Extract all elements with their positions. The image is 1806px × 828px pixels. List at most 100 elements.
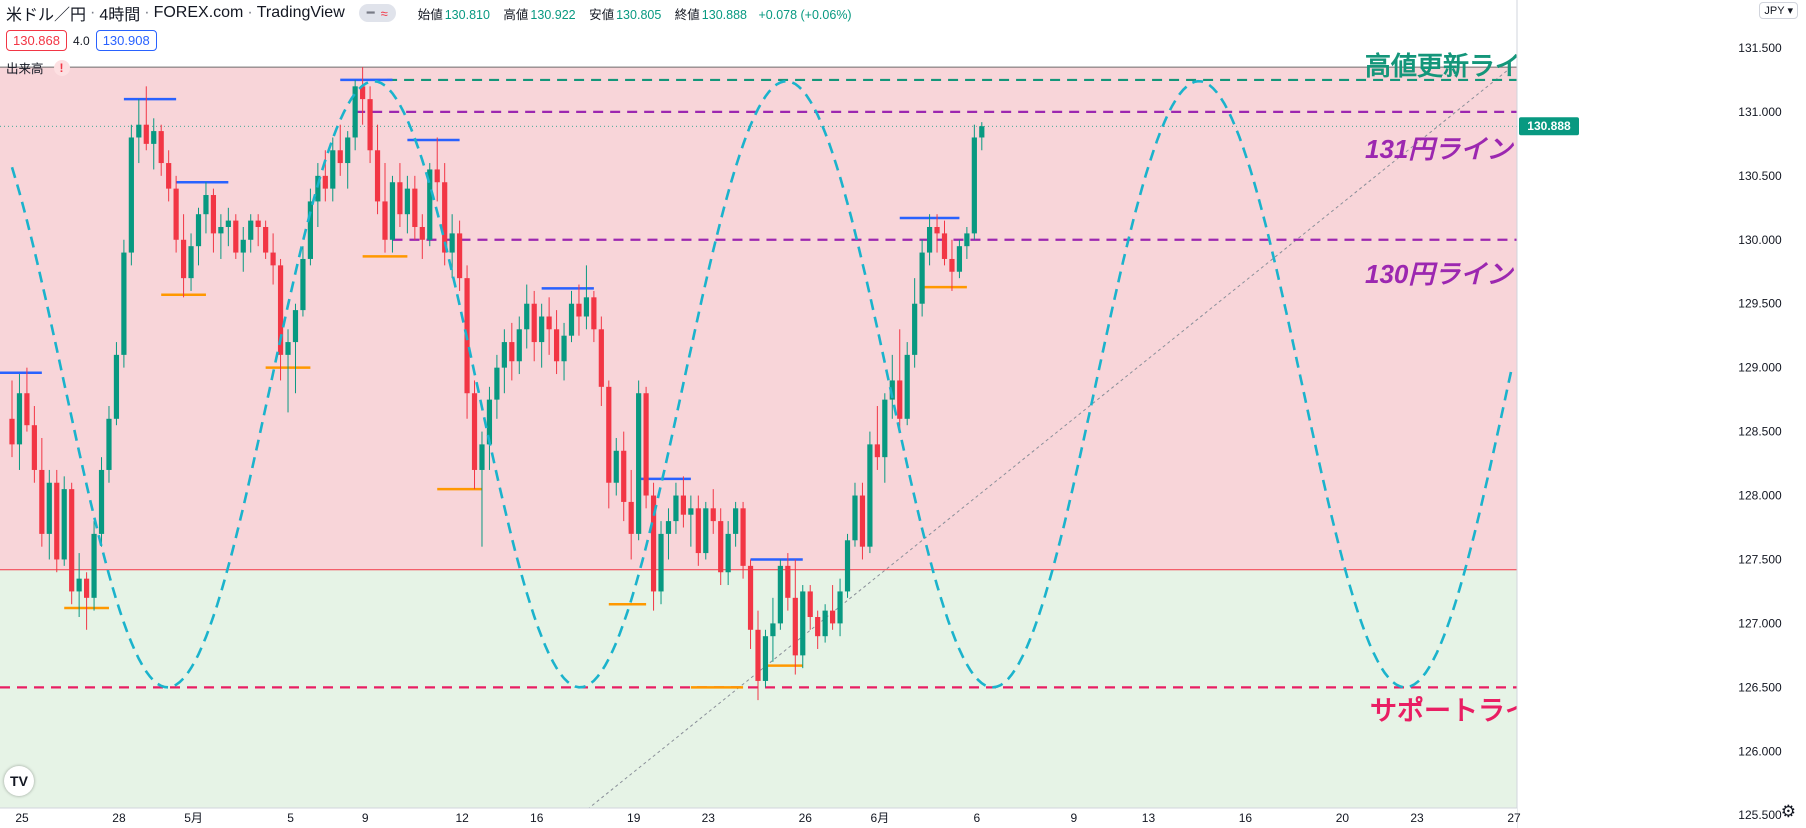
candle-body: [546, 316, 552, 330]
candle-body: [583, 297, 590, 317]
volume-label[interactable]: 出来高: [6, 62, 44, 76]
candle-body: [180, 239, 187, 279]
candle-body: [233, 220, 239, 253]
y-tick-label: 128.000: [1738, 489, 1782, 503]
separator: ·: [247, 4, 253, 21]
buy-price-button[interactable]: 130.908: [95, 30, 157, 51]
x-axis[interactable]: 25 28 5月 5 9 12 16 19 23 26 6月 6 9 13 16 20 23 27: [0, 807, 1521, 828]
candle-body: [680, 495, 686, 515]
candle-body: [106, 418, 112, 470]
candle-body: [516, 329, 522, 362]
x-tick-label: 23: [702, 811, 716, 825]
y-tick-label: 126.500: [1738, 680, 1782, 694]
candle-body: [912, 303, 918, 355]
candle-body: [352, 86, 358, 138]
candle-body: [76, 578, 82, 592]
candle-body: [964, 233, 970, 247]
candle-body: [337, 150, 343, 164]
candle-body: [979, 126, 985, 138]
candle-body: [859, 495, 866, 547]
candle-body: [188, 246, 194, 279]
warning-icon[interactable]: !: [53, 59, 70, 76]
candle-body: [725, 533, 731, 573]
candle-body: [39, 469, 45, 534]
candle-body: [755, 629, 761, 681]
candle-body: [658, 533, 664, 592]
candle-body: [457, 233, 463, 279]
candle-body: [710, 508, 716, 522]
candle-body: [195, 214, 202, 247]
candle-body: [54, 482, 60, 560]
candle-body: [292, 310, 299, 343]
candle-body: [427, 169, 433, 240]
low-label: 安値: [589, 7, 615, 22]
candle-body: [650, 495, 657, 592]
candle-body: [837, 591, 843, 624]
low-value: 130.805: [616, 7, 662, 22]
candle-body: [270, 252, 276, 266]
y-tick-label: 131.000: [1738, 105, 1782, 119]
candle-body: [665, 521, 672, 534]
candle-body: [568, 303, 575, 336]
interval-label[interactable]: 4時間: [99, 7, 141, 24]
candle-body: [524, 303, 530, 330]
candle-body: [255, 220, 261, 227]
gear-icon[interactable]: ⚙: [1780, 802, 1796, 821]
candle-body: [718, 521, 724, 573]
x-tick-label: 28: [112, 811, 126, 825]
annotation-yen130: 130円ライン: [1365, 259, 1514, 289]
candle-body: [867, 444, 873, 547]
candle-body: [501, 342, 507, 368]
last-price-badge: [1519, 117, 1579, 136]
candle-body: [956, 246, 963, 272]
candle-body: [382, 201, 388, 240]
last-price-label: 130.888: [1527, 119, 1571, 133]
candle-body: [166, 163, 172, 189]
candle-body: [9, 418, 15, 445]
candle-body: [553, 329, 560, 362]
x-tick-label: 13: [1142, 811, 1156, 825]
x-tick-label: 6: [974, 811, 981, 825]
x-tick-label: 25: [15, 811, 29, 825]
candle-body: [621, 450, 627, 502]
candle-body: [815, 617, 821, 637]
chart-header: 米ドル／円 · 4時間 · FOREX.com · TradingView ━ …: [6, 2, 852, 24]
sell-price-button[interactable]: 130.868: [6, 30, 67, 51]
candle-body: [792, 597, 798, 656]
y-tick-label: 130.000: [1738, 233, 1782, 247]
candle-body: [367, 99, 373, 151]
ohlc-readout: 始値 130.810 高値 130.922 安値 130.805 終値 130.888 …: [408, 4, 852, 23]
y-axis[interactable]: 131.500 131.000 130.500 130.000 129.500 129.0…: [1516, 0, 1806, 828]
candle-body: [389, 182, 396, 240]
candle-body: [307, 201, 313, 259]
candle-body: [889, 380, 895, 400]
diagonal-trendline: [563, 66, 1512, 828]
candle-body: [210, 195, 217, 234]
x-tick-label: 16: [1239, 811, 1253, 825]
candle-body: [397, 182, 403, 215]
candle-body: [315, 175, 321, 202]
candle-body: [128, 137, 134, 253]
candle-body: [31, 425, 37, 470]
candle-body: [151, 131, 157, 144]
candle-body: [46, 482, 52, 534]
candle-body: [345, 137, 351, 164]
tradingview-logo-icon[interactable]: TV: [4, 766, 34, 796]
trade-panel: 130.868 4.0 130.908: [6, 30, 157, 51]
candle-body: [277, 265, 284, 355]
candle-body: [91, 533, 97, 598]
currency-selector[interactable]: JPY ▾: [1759, 2, 1798, 19]
x-tick-label: 5月: [184, 811, 203, 825]
x-tick-label: 12: [455, 811, 469, 825]
x-tick-label: 19: [627, 811, 641, 825]
symbol-name[interactable]: 米ドル／円: [6, 7, 87, 24]
candle-body: [628, 501, 634, 534]
y-tick-label: 129.000: [1738, 361, 1782, 375]
x-tick-label: 5: [287, 811, 294, 825]
spread-value: 4.0: [73, 33, 90, 48]
candle-body: [374, 150, 381, 202]
indicator-toggle[interactable]: ━ ≈: [358, 4, 396, 22]
candle-body: [897, 380, 903, 419]
wave-icon: ≈: [380, 5, 388, 21]
